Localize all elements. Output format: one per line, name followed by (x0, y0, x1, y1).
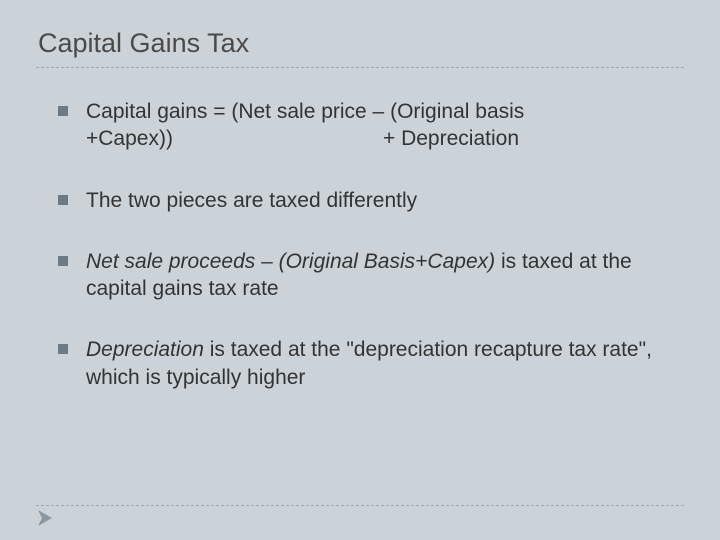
bullet-text: Net sale proceeds – (Original Basis+Cape… (86, 248, 684, 303)
bullet-icon (58, 256, 68, 266)
list-item: Depreciation is taxed at the "depreciati… (58, 336, 684, 391)
bullet-text: Depreciation is taxed at the "depreciati… (86, 336, 684, 391)
bullet-list: Capital gains = (Net sale price – (Origi… (36, 98, 684, 391)
title-divider (36, 67, 684, 68)
footer-arrow-icon (38, 510, 56, 526)
footer-divider (36, 505, 684, 506)
list-item: Net sale proceeds – (Original Basis+Cape… (58, 248, 684, 303)
bullet-text: Capital gains = (Net sale price – (Origi… (86, 98, 524, 153)
bullet-icon (58, 106, 68, 116)
bullet-icon (58, 344, 68, 354)
list-item: Capital gains = (Net sale price – (Origi… (58, 98, 684, 153)
slide-title: Capital Gains Tax (36, 28, 684, 59)
bullet-icon (58, 195, 68, 205)
list-item: The two pieces are taxed differently (58, 187, 684, 214)
bullet-text: The two pieces are taxed differently (86, 187, 417, 214)
